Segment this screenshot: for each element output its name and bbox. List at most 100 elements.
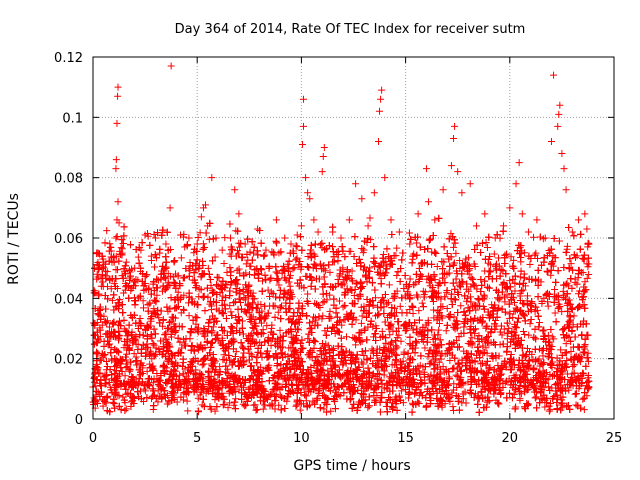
- data-point: [120, 289, 128, 297]
- data-point: [490, 250, 498, 258]
- data-point: [250, 381, 258, 389]
- data-point: [304, 335, 312, 343]
- data-point: [259, 326, 267, 334]
- data-point: [526, 320, 534, 328]
- data-point: [139, 297, 147, 305]
- data-point: [241, 402, 249, 410]
- data-point: [286, 282, 294, 290]
- data-point: [511, 323, 519, 331]
- data-point: [185, 312, 193, 320]
- data-point: [109, 319, 117, 327]
- data-point: [320, 298, 328, 306]
- data-point: [564, 282, 572, 290]
- data-point: [437, 375, 445, 383]
- data-point: [409, 310, 417, 318]
- data-point: [223, 268, 231, 276]
- data-point: [452, 249, 460, 257]
- data-point: [579, 395, 587, 403]
- data-point: [107, 285, 115, 293]
- data-point: [183, 397, 191, 405]
- data-point: [506, 277, 514, 285]
- data-point: [533, 306, 541, 314]
- data-point: [233, 247, 241, 255]
- data-point: [134, 253, 142, 261]
- data-point: [205, 322, 213, 330]
- data-point: [293, 243, 301, 251]
- data-point: [271, 396, 279, 404]
- data-point: [548, 333, 556, 341]
- data-point: [144, 232, 152, 240]
- data-point: [209, 323, 217, 331]
- data-point: [98, 321, 106, 329]
- data-point: [463, 268, 471, 276]
- data-point: [122, 405, 130, 413]
- data-point: [258, 277, 266, 285]
- data-point: [525, 331, 533, 339]
- data-point: [555, 361, 563, 369]
- data-point: [226, 302, 234, 310]
- data-point: [581, 278, 589, 286]
- data-point: [263, 396, 271, 404]
- data-point: [179, 305, 187, 313]
- data-point: [437, 355, 445, 363]
- data-point: [557, 346, 565, 354]
- data-point: [226, 399, 234, 407]
- data-point: [367, 236, 375, 244]
- data-point: [485, 339, 493, 347]
- data-point: [478, 388, 486, 396]
- data-point: [293, 325, 301, 333]
- data-point: [516, 396, 524, 404]
- data-point: [227, 308, 235, 316]
- data-point: [396, 302, 404, 310]
- data-point: [386, 331, 394, 339]
- data-point: [211, 253, 219, 261]
- data-point: [184, 407, 192, 415]
- data-point: [290, 388, 298, 396]
- data-point: [326, 291, 334, 299]
- data-point: [119, 393, 127, 401]
- data-point: [352, 341, 360, 349]
- data-point: [302, 311, 310, 319]
- data-point: [154, 398, 162, 406]
- data-point: [380, 250, 388, 258]
- data-point: [471, 329, 479, 337]
- data-point: [358, 358, 366, 366]
- data-point: [105, 323, 113, 331]
- data-point: [326, 268, 334, 276]
- data-point: [457, 302, 465, 310]
- data-point: [435, 358, 443, 366]
- data-point: [294, 326, 302, 334]
- data-point: [584, 357, 592, 365]
- data-point: [559, 287, 567, 295]
- data-point: [435, 326, 443, 334]
- data-point: [219, 326, 227, 334]
- data-point: [486, 363, 494, 371]
- data-point: [397, 387, 405, 395]
- data-point: [275, 281, 283, 289]
- data-point: [450, 407, 458, 415]
- data-point: [495, 296, 503, 304]
- data-point: [482, 344, 490, 352]
- data-point: [408, 399, 416, 407]
- data-point: [347, 247, 355, 255]
- data-point: [218, 389, 226, 397]
- data-point: [121, 286, 129, 294]
- data-point: [338, 321, 346, 329]
- data-point: [232, 395, 240, 403]
- data-point: [353, 280, 361, 288]
- data-point: [429, 335, 437, 343]
- data-point: [159, 315, 167, 323]
- data-point: [226, 250, 234, 258]
- data-point: [538, 382, 546, 390]
- data-point: [123, 360, 131, 368]
- data-point: [205, 235, 213, 243]
- data-point: [264, 286, 272, 294]
- data-point: [99, 402, 107, 410]
- data-point: [326, 307, 334, 315]
- data-point: [139, 304, 147, 312]
- data-point: [442, 327, 450, 335]
- data-point: [402, 385, 410, 393]
- data-point: [536, 318, 544, 326]
- data-point: [219, 356, 227, 364]
